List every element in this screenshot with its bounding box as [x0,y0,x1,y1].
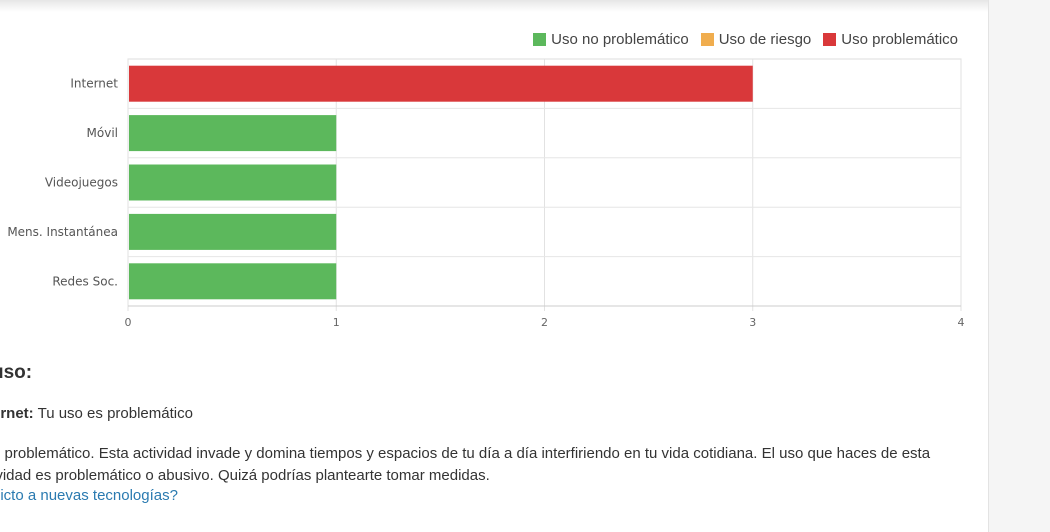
x-tick-label: 4 [958,316,965,329]
x-tick-label: 1 [333,316,340,329]
y-category-label: Móvil [87,126,118,140]
x-tick-label: 0 [125,316,132,329]
y-category-label: Videojuegos [45,176,118,190]
legend-label: Uso no problemático [551,31,689,48]
chart-legend: Uso no problemático Uso de riesgo Uso prob… [521,31,958,48]
right-side-panel [988,0,1050,532]
result-description-line-2: ividad es problemático o abusivo. Quizá … [0,467,490,484]
y-category-label: Mens. Instantánea [7,225,118,239]
legend-swatch-icon [533,33,547,46]
y-category-label: Redes Soc. [52,274,118,288]
legend-item-problematico[interactable]: Uso problemático [823,31,958,48]
bar-mens-instant-nea [129,213,337,250]
bar-internet [129,65,753,102]
bar-m-vil [129,115,337,152]
usage-bar-chart: 0 1 2 3 4 Internet Móvil Videojuegos Mens. Insta… [7,58,965,329]
legend-label: Uso de riesgo [718,31,812,48]
legend-swatch-icon [823,33,837,46]
legend-item-riesgo[interactable]: Uso de riesgo [700,31,812,48]
result-description-line-1: o problemático. Esta actividad invade y … [0,445,931,462]
top-shadow [0,0,988,12]
bar-redes-soc- [129,263,337,300]
result-line: ernet: Tu uso es problemático [0,405,982,422]
help-link[interactable]: dicto a nuevas tecnologías? [0,487,178,504]
result-description: o problemático. Esta actividad invade y … [0,443,972,487]
bar-videojuegos [129,164,337,201]
x-tick-label: 3 [749,316,756,329]
legend-swatch-icon [700,33,714,46]
y-category-label: Internet [70,77,118,91]
legend-label: Uso problemático [841,31,958,48]
x-tick-label: 2 [541,316,548,329]
legend-item-no_problematico[interactable]: Uso no problemático [533,31,689,48]
section-title: uso: [0,362,33,383]
result-item-label: ernet: [0,405,34,422]
result-item-value: Tu uso es problemático [37,405,193,422]
